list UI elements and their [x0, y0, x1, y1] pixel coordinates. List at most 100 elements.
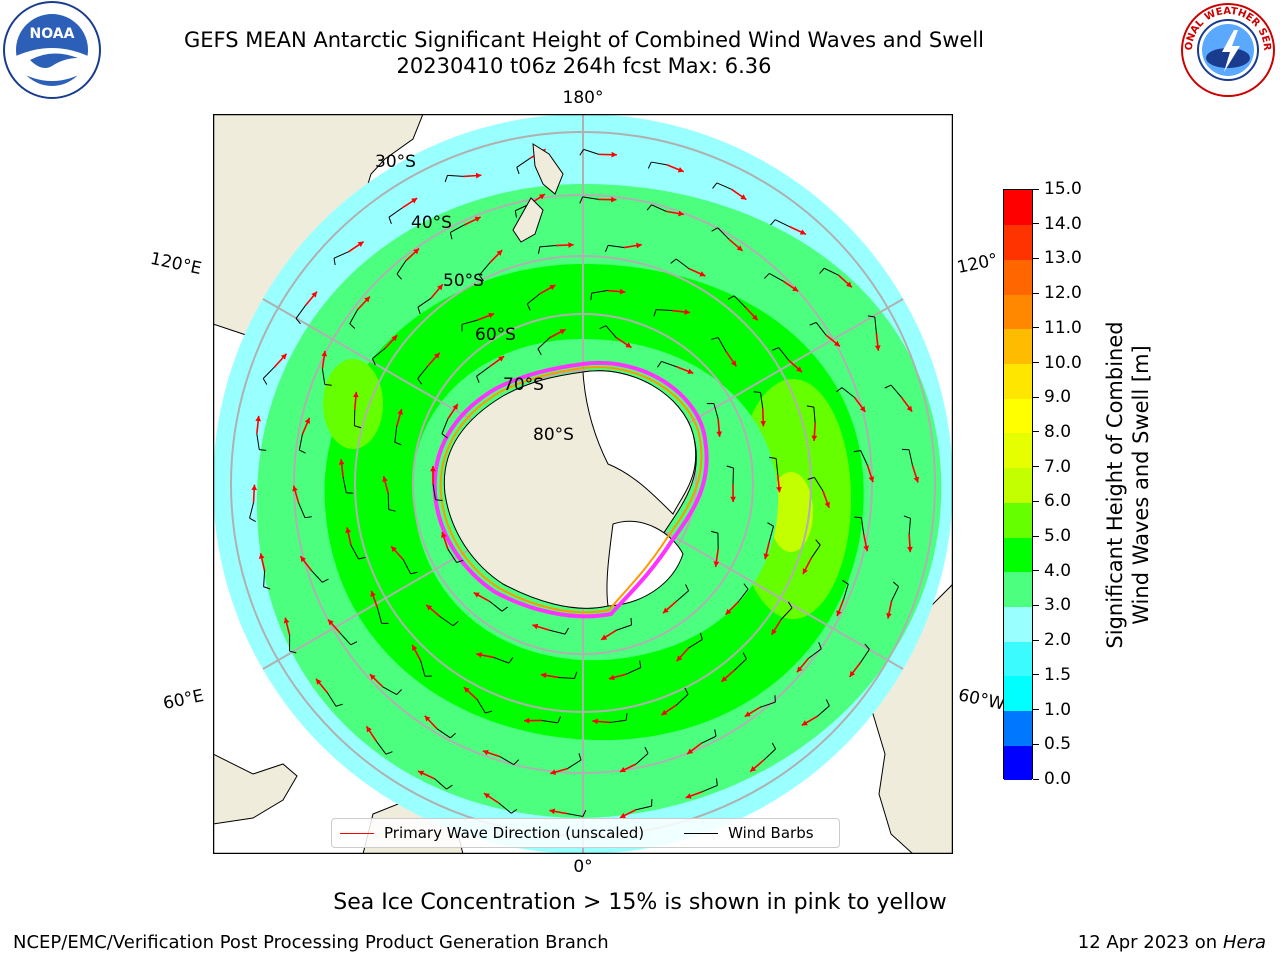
wave-direction-arrow: [900, 396, 913, 413]
wind-barb: [447, 548, 464, 563]
wind-barb: [349, 309, 358, 329]
wind-barb: [350, 544, 366, 560]
colorbar-segment: [1004, 502, 1032, 538]
wind-barb: [653, 309, 673, 317]
land-africa: [213, 753, 298, 825]
wave-direction-arrow: [327, 618, 341, 634]
wind-barb: [836, 387, 855, 398]
footer-date-text: 12 Apr 2023 on: [1077, 932, 1223, 953]
wave-direction-arrow: [848, 662, 862, 678]
wind-barb: [807, 476, 824, 492]
lat-label-60s: 60°S: [475, 325, 516, 345]
wind-barb: [439, 616, 459, 627]
wind-barb: [537, 337, 550, 356]
wave-direction-arrow: [430, 283, 444, 299]
colorbar-tick-label: 6.0: [1033, 491, 1071, 511]
wind-barb: [657, 360, 677, 368]
wind-barb: [635, 799, 653, 811]
wind-barb: [853, 450, 868, 466]
wave-direction-arrow: [886, 600, 893, 619]
wave-direction-arrow: [356, 296, 371, 311]
wind-barb: [449, 224, 465, 240]
wave-direction-arrow: [384, 334, 398, 350]
colorbar-segment: [1004, 467, 1032, 503]
colorbar-segment: [1004, 224, 1032, 260]
wave-direction-arrow: [744, 306, 759, 321]
wind-barb: [249, 502, 256, 523]
wave-direction-arrow: [911, 465, 920, 483]
colorbar-tick-label: 5.0: [1033, 526, 1071, 546]
wind-barb: [567, 753, 582, 770]
wind-barb: [764, 272, 784, 282]
colorbar-tick-label: 1.0: [1033, 700, 1071, 720]
wave-direction-arrow: [477, 312, 495, 321]
wave-direction-arrow: [662, 600, 678, 614]
wind-barb: [327, 692, 343, 707]
wind-barb: [808, 642, 822, 659]
wind-barb: [753, 391, 764, 409]
wave-direction-arrow: [600, 629, 617, 641]
noaa-logo: NOAA: [3, 1, 101, 99]
wave-direction-arrow: [749, 759, 765, 773]
wave-direction-arrow: [539, 284, 556, 295]
wind-barb: [769, 456, 779, 475]
wind-barb: [635, 746, 649, 765]
wind-barb: [780, 601, 793, 620]
wind-barb: [434, 778, 453, 790]
wave-direction-arrow: [907, 534, 913, 553]
wave-direction-arrow: [623, 242, 642, 249]
legend-item-wave-direction: Primary Wave Direction (unscaled): [332, 824, 644, 842]
wave-direction-arrow: [822, 490, 830, 509]
wind-barb: [376, 741, 393, 755]
wave-direction-arrow: [838, 274, 853, 288]
wind-barb: [646, 204, 667, 212]
wind-barb: [387, 493, 396, 512]
map-border: [213, 114, 953, 854]
colorbar-tick-label: 0.5: [1033, 734, 1071, 754]
noaa-logo-text: NOAA: [30, 26, 75, 42]
wind-barb: [590, 290, 608, 301]
wind-barb: [676, 584, 690, 602]
colorbar-segment: [1004, 328, 1032, 365]
land-new-zealand: [512, 143, 564, 243]
wave-direction-arrow: [473, 591, 490, 602]
wind-barb: [382, 686, 402, 695]
wave-direction-arrow: [441, 531, 449, 550]
wave-direction-arrow: [549, 808, 568, 815]
colorbar-tick-label: 1.5: [1033, 665, 1071, 685]
wave-direction-arrow: [401, 197, 418, 209]
wave-direction-arrow: [862, 533, 870, 552]
lat-label-30s: 30°S: [375, 152, 416, 172]
map-legend: Primary Wave Direction (unscaled) Wind B…: [331, 818, 840, 848]
colorbar-tick-label: 3.0: [1033, 595, 1071, 615]
colorbar-segment: [1004, 675, 1032, 712]
wind-barb: [342, 476, 354, 494]
wave-direction-arrow: [608, 673, 627, 681]
colorbar-tick-label: 10.0: [1033, 353, 1082, 373]
wave-direction-arrow: [369, 673, 384, 688]
wave-direction-arrow: [540, 672, 559, 679]
wave-direction-arrow: [685, 790, 703, 799]
wave-direction-arrow: [676, 647, 690, 662]
wind-barb: [599, 325, 617, 339]
wind-barb: [444, 174, 464, 183]
wave-direction-arrow: [430, 465, 436, 485]
lon-label-180: 180°: [562, 88, 604, 108]
wind-barb: [670, 258, 690, 270]
wave-direction-arrow: [789, 225, 807, 235]
wind-barb: [579, 148, 600, 156]
colorbar-tick-label: 11.0: [1033, 318, 1082, 338]
wind-barb: [712, 182, 732, 190]
wind-barb: [817, 699, 830, 717]
wind-barb: [537, 245, 556, 254]
nws-logo: NATIONAL WEATHER SERVICE: [1178, 0, 1275, 97]
wave-direction-arrow: [811, 422, 818, 442]
wave-direction-arrow: [866, 464, 875, 483]
legend-swatch-red: [340, 832, 374, 834]
sea-ice-edge: [432, 360, 709, 619]
wave-direction-arrow: [763, 541, 771, 560]
wave-direction-arrow: [321, 350, 328, 369]
wave-direction-arrow: [730, 483, 736, 503]
sea-ice-edge-inner: [439, 366, 703, 614]
wind-barb: [702, 778, 718, 793]
